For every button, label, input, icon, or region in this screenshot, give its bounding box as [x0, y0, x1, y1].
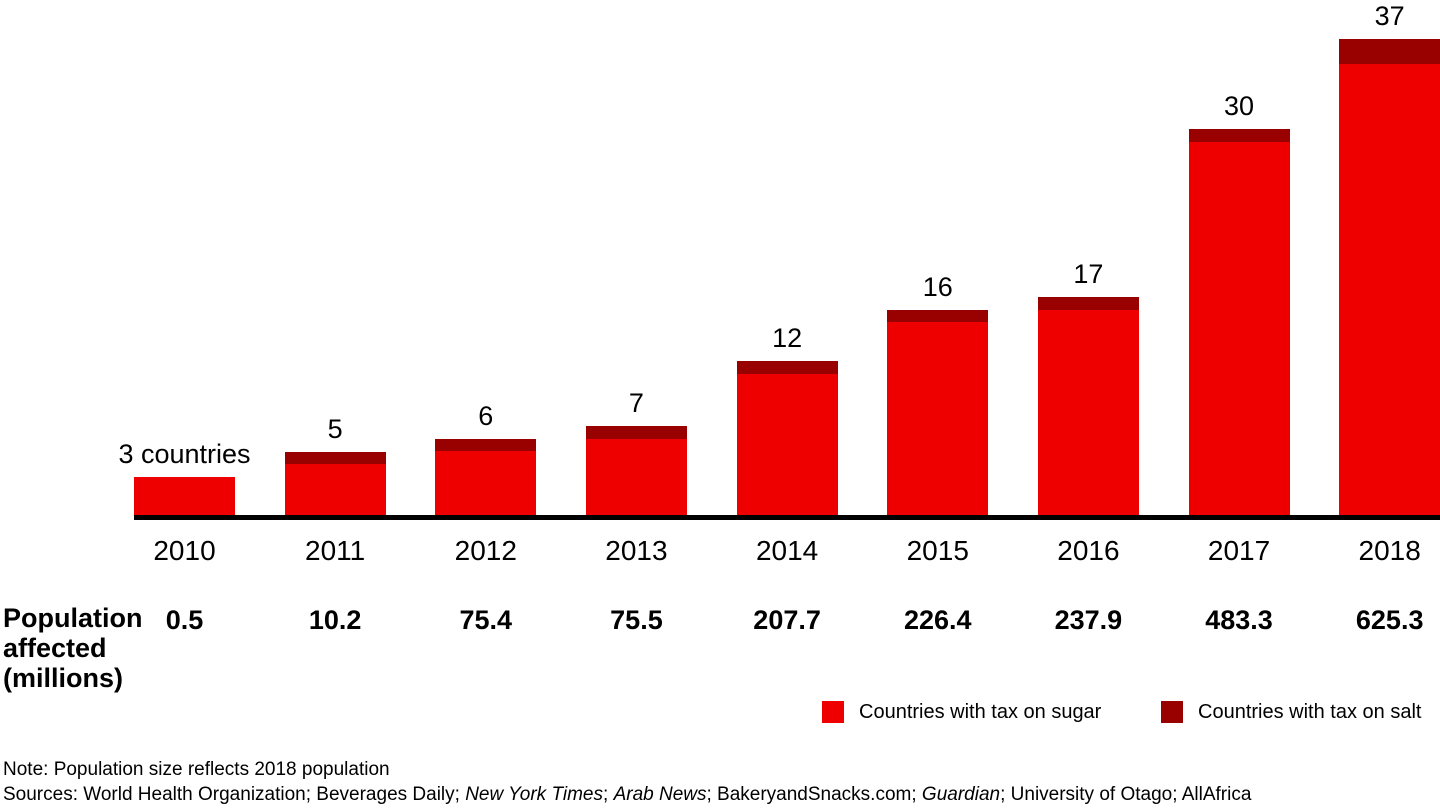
- bar-2016: [1037, 296, 1139, 516]
- bar-total-label: 6: [478, 400, 494, 431]
- population-value: 75.4: [459, 605, 513, 635]
- legend-label: Countries with tax on sugar: [859, 701, 1102, 723]
- sources-text-segment: ; BakeryandSnacks.com;: [706, 784, 922, 805]
- bar-2015: [887, 309, 989, 516]
- bar-total-label: 17: [1073, 258, 1104, 289]
- bar-total-label: 12: [772, 323, 803, 354]
- source-name-italic: Guardian: [921, 784, 1001, 805]
- x-axis-label: 2010: [153, 535, 216, 566]
- bar-segment-sugar: [1188, 141, 1290, 516]
- bar-total-label: 7: [628, 387, 644, 418]
- population-row-label-line2: affected: [3, 633, 107, 663]
- population-value: 625.3: [1355, 605, 1424, 635]
- bar-segment-sugar: [585, 438, 687, 516]
- x-axis-label: 2014: [755, 535, 819, 566]
- bar-segment-salt: [1037, 296, 1139, 310]
- bar-total-label: 5: [327, 413, 343, 444]
- bar-2010: [134, 477, 235, 516]
- population-row-label: Population affected (millions): [3, 603, 142, 693]
- bar-segment-salt: [1339, 38, 1440, 65]
- x-axis-label: 2013: [605, 535, 668, 566]
- bar-2011: [284, 451, 386, 517]
- bar-segment-salt: [284, 451, 386, 465]
- bar-segment-salt: [736, 361, 838, 375]
- population-value: 237.9: [1054, 605, 1123, 635]
- x-axis-label: 2012: [454, 535, 517, 566]
- population-value: 226.4: [903, 605, 972, 635]
- legend-swatch: [822, 701, 844, 723]
- bar-segment-sugar: [1037, 309, 1139, 516]
- note-text: Note: Population size reflects 2018 popu…: [3, 759, 390, 780]
- bar-segment-sugar: [435, 451, 537, 516]
- x-axis-label: 2017: [1207, 535, 1271, 566]
- bar-2012: [435, 438, 537, 516]
- sources-text-segment: ; University of Otago; AllAfrica: [1000, 784, 1252, 805]
- source-name-italic: Arab News: [613, 784, 707, 805]
- x-axis-label: 2018: [1358, 535, 1421, 566]
- bar-total-label: 30: [1224, 91, 1255, 121]
- legend-label: Countries with tax on salt: [1198, 701, 1422, 723]
- bar-segment-salt: [585, 425, 687, 439]
- sources-text: Sources: World Health Organization; Beve…: [3, 783, 1251, 807]
- bar-total-label: 37: [1374, 0, 1405, 31]
- bar-2014: [736, 361, 838, 516]
- bar-segment-salt: [435, 438, 537, 452]
- bar-segment-sugar: [736, 374, 838, 516]
- x-axis-label: 2016: [1057, 535, 1120, 566]
- population-value: 0.5: [165, 605, 204, 635]
- bar-segment-sugar: [284, 464, 386, 516]
- legend-item: Countries with tax on salt: [1161, 701, 1421, 723]
- bar-total-label: 3 countries: [118, 439, 251, 470]
- bar-2017: [1188, 129, 1290, 516]
- sources-text-segment: Sources: World Health Organization; Beve…: [3, 784, 466, 805]
- x-axis-label: 2015: [906, 535, 969, 566]
- bar-2018: [1339, 38, 1440, 516]
- population-value: 207.7: [753, 605, 821, 635]
- bar-segment-sugar: [1339, 64, 1440, 516]
- bar-total-label: 16: [922, 271, 953, 302]
- sources-text-segment: ;: [603, 784, 614, 805]
- x-axis-label: 2011: [305, 535, 366, 566]
- population-value: 10.2: [308, 605, 362, 635]
- x-axis-line: [134, 515, 1440, 520]
- bar-segment-sugar: [134, 477, 235, 516]
- source-name-italic: New York Times: [465, 784, 603, 805]
- bar-segment-salt: [887, 309, 989, 323]
- population-value: 483.3: [1205, 605, 1273, 635]
- bar-segment-salt: [1188, 129, 1290, 142]
- population-row-label-line1: Population: [3, 603, 143, 633]
- bar-2013: [585, 425, 687, 516]
- bar-segment-sugar: [887, 322, 989, 516]
- population-row-label-line3: (millions): [3, 663, 123, 693]
- legend-item: Countries with tax on sugar: [822, 701, 1101, 723]
- legend-swatch: [1161, 701, 1183, 723]
- population-value: 75.5: [610, 605, 663, 635]
